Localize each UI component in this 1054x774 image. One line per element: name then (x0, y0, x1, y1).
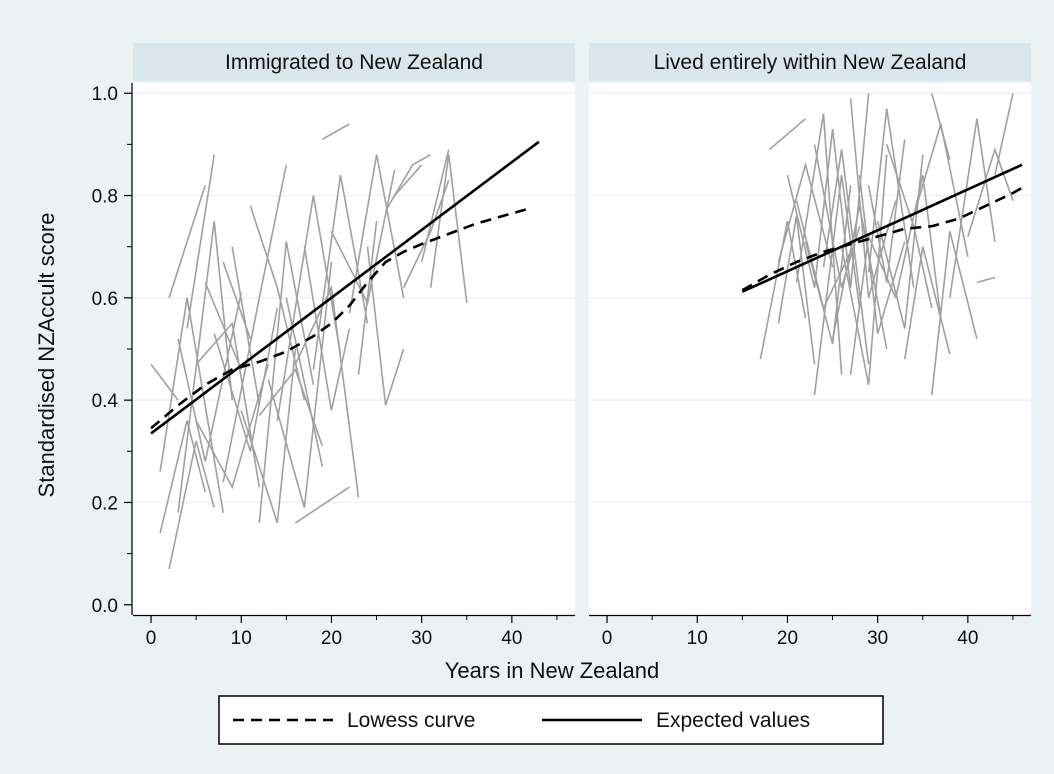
fitted-lines-lived-within (741, 163, 1023, 293)
x-tick-label: 20 (777, 628, 798, 649)
trajectory-line (994, 93, 1014, 176)
trajectory-line (322, 123, 350, 140)
x-tick-label: 20 (321, 628, 342, 649)
trajectory-line (420, 149, 450, 263)
trajectory-line (813, 144, 861, 288)
x-tick-label: 10 (687, 628, 708, 649)
trajectory-line (177, 221, 233, 513)
trajectory-line (384, 153, 432, 212)
trajectory-line (795, 200, 852, 311)
trajectory-line (894, 174, 942, 319)
plot-area-immigrated (133, 83, 575, 615)
trajectory-line (240, 348, 297, 524)
lowess-curve (741, 186, 1023, 292)
trajectory-line (867, 139, 906, 283)
x-tick-label: 30 (867, 628, 888, 649)
panel-immigrated: Immigrated to New Zealand 0 10 20 30 40 (133, 43, 575, 649)
fitted-lines-immigrated (150, 140, 540, 435)
trajectory-line (366, 246, 405, 406)
x-tick-label: 40 (501, 628, 522, 649)
trajectory-line (768, 118, 807, 151)
trajectory-line (267, 261, 333, 508)
gridlines-immigrated (133, 92, 575, 504)
trajectory-line (903, 246, 951, 360)
trajectory-line (258, 367, 324, 447)
lowess-curve (150, 207, 531, 430)
trajectory-line (885, 144, 933, 309)
trajectory-line (276, 195, 342, 421)
x-tick-label: 40 (957, 628, 978, 649)
trajectory-line (759, 220, 807, 360)
trajectories-lived-within (759, 92, 1014, 396)
panel-title-lived-within: Lived entirely within New Zealand (654, 51, 967, 74)
panel-lived-within: Lived entirely within New Zealand 0 10 20 3… (589, 43, 1031, 649)
trajectory-line (795, 113, 843, 375)
legend-label-lowess: Lowess curve (347, 709, 475, 732)
trajectory-line (858, 175, 906, 334)
trajectory-line (222, 164, 288, 483)
trajectory-line (931, 231, 978, 396)
trajectory-line (949, 118, 996, 298)
y-axis: 0.0 0.2 0.4 0.6 0.8 1.0 (92, 83, 133, 617)
x-axis-lived-within: 0 10 20 30 40 (589, 614, 1031, 649)
x-tick-label: 30 (411, 628, 432, 649)
trajectories-immigrated (150, 123, 468, 570)
trajectory-line (357, 221, 378, 375)
trajectory-line (168, 440, 215, 570)
x-tick-label: 10 (231, 628, 252, 649)
x-tick-label: 0 (602, 628, 613, 649)
trajectory-line (222, 261, 252, 340)
trajectory-line (429, 154, 468, 304)
y-tick-label: 1.0 (92, 84, 118, 105)
trajectory-line (159, 420, 206, 534)
trajectory-line (168, 185, 206, 299)
trajectory-line (195, 364, 270, 490)
trajectory-line (303, 246, 351, 411)
trajectory-line (849, 98, 897, 299)
expected-values-line (150, 140, 540, 435)
x-tick-label: 0 (146, 628, 157, 649)
y-tick-label: 0.2 (92, 493, 118, 514)
y-tick-label: 0.6 (92, 289, 118, 310)
trajectory-line (394, 164, 423, 197)
y-tick-label: 0.4 (92, 391, 119, 412)
trajectory-line (931, 92, 951, 160)
y-tick-label: 0.0 (92, 596, 118, 617)
panel-header-lived-within (589, 43, 1031, 81)
expected-values-line (741, 163, 1023, 293)
trajectory-line (976, 276, 996, 284)
y-axis-title: Standardised NZAccult score (34, 213, 59, 498)
plot-area-lived-within (589, 83, 1031, 615)
trajectory-line (195, 321, 261, 488)
trajectory-line (786, 128, 834, 288)
trajectory-line (186, 154, 215, 329)
panel-header-immigrated (133, 43, 575, 81)
legend: Lowess curve Expected values (218, 695, 884, 745)
y-tick-label: 0.8 (92, 187, 118, 208)
x-axis-immigrated: 0 10 20 30 40 (133, 614, 575, 649)
legend-label-expected: Expected values (656, 709, 810, 732)
trajectory-line (177, 292, 242, 462)
trajectory-line (150, 363, 179, 401)
trajectory-line (777, 161, 834, 268)
trajectory-line (294, 486, 350, 524)
trajectory-line (831, 93, 870, 288)
trajectory-line (204, 282, 242, 370)
trajectory-line (967, 146, 1014, 237)
panel-title-immigrated: Immigrated to New Zealand (225, 51, 483, 74)
trajectory-line (258, 241, 315, 523)
x-axis-title: Years in New Zealand (445, 658, 659, 683)
